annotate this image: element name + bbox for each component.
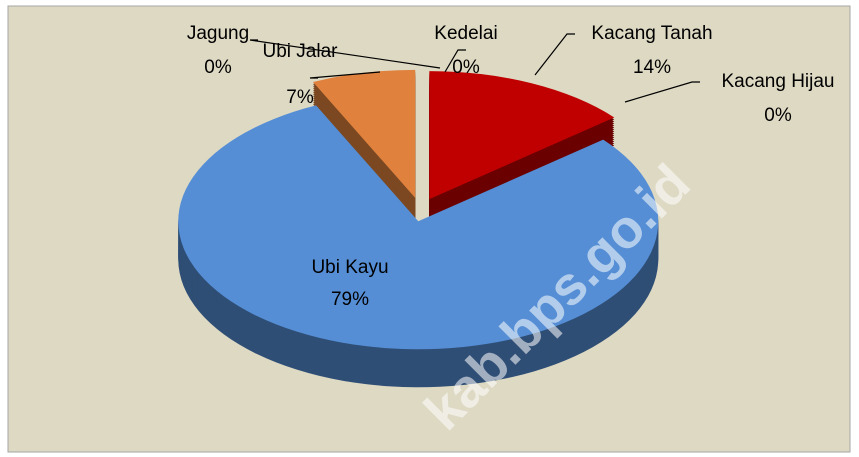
leader-line bbox=[444, 49, 466, 73]
category-label: Ubi Jalar bbox=[263, 41, 339, 62]
value-label: 0% bbox=[764, 105, 792, 126]
value-label: 0% bbox=[204, 57, 232, 78]
value-label: 79% bbox=[331, 289, 369, 310]
slice-side bbox=[436, 126, 622, 208]
slice bbox=[313, 69, 416, 198]
leader-line bbox=[534, 33, 575, 76]
labels: Kacang Tanah 14% Kacang Hijau 0% Ubi Kayu 79%… bbox=[187, 23, 835, 310]
leader-line bbox=[249, 39, 441, 69]
slice-side bbox=[436, 128, 622, 210]
pie bbox=[178, 69, 659, 388]
category-label: Kedelai bbox=[434, 23, 497, 44]
category-label: Kacang Tanah bbox=[591, 23, 712, 44]
slice bbox=[429, 71, 615, 200]
leader-line bbox=[309, 71, 381, 79]
slice bbox=[436, 122, 622, 204]
slice-side bbox=[436, 130, 622, 212]
category-label: Jagung bbox=[187, 23, 249, 44]
category-label: Ubi Kayu bbox=[311, 257, 388, 278]
value-label: 0% bbox=[452, 57, 480, 78]
slice bbox=[308, 83, 411, 200]
slice bbox=[178, 105, 659, 350]
leader-line bbox=[624, 81, 700, 103]
category-label: Kacang Hijau bbox=[721, 71, 834, 92]
slice-side bbox=[436, 124, 622, 206]
value-label: 14% bbox=[633, 57, 671, 78]
value-label: 7% bbox=[286, 87, 314, 108]
